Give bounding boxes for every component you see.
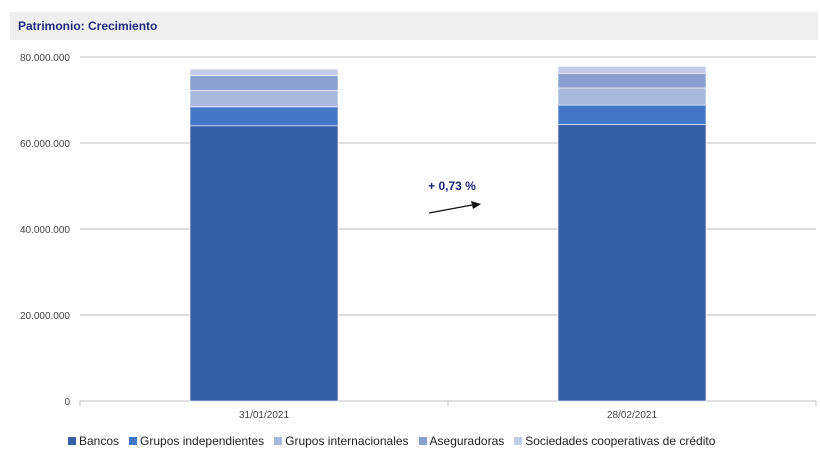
bar-segment-sociedades-cooperativas-de-cr-dito bbox=[189, 68, 339, 76]
legend-swatch bbox=[68, 437, 76, 445]
legend-label: Grupos internacionales bbox=[285, 434, 409, 448]
bar-segment-bancos bbox=[189, 125, 339, 402]
legend-item: Aseguradoras bbox=[418, 434, 505, 448]
bar-segment-aseguradoras bbox=[189, 75, 339, 91]
legend-label: Bancos bbox=[79, 434, 120, 448]
growth-arrow-line bbox=[428, 204, 473, 214]
growth-arrow-head bbox=[471, 201, 481, 209]
chart-legend: Bancos Grupos independientes Grupos intern… bbox=[68, 434, 715, 448]
bar-segment-sociedades-cooperativas-de-cr-dito bbox=[557, 66, 707, 74]
legend-swatch bbox=[418, 437, 427, 445]
bar-segment-grupos-independientes bbox=[189, 106, 339, 127]
x-tick-label: 28/02/2021 bbox=[607, 410, 657, 421]
bar-segment-aseguradoras bbox=[557, 73, 707, 89]
legend-item: Sociedades cooperativas de crédito bbox=[514, 434, 715, 448]
legend-item: Grupos internacionales bbox=[274, 434, 409, 448]
y-tick-label: 40.000.000 bbox=[20, 225, 70, 236]
growth-annotation: + 0,73 % bbox=[428, 179, 476, 193]
chart-title-bar: Patrimonio: Crecimiento bbox=[10, 12, 818, 40]
y-tick-label: 0 bbox=[64, 397, 70, 408]
legend-swatch bbox=[514, 437, 523, 445]
bar-segment-grupos-independientes bbox=[557, 104, 707, 125]
chart-title: Patrimonio: Crecimiento bbox=[18, 19, 158, 33]
legend-label: Aseguradoras bbox=[429, 434, 505, 448]
bar-segment-grupos-internacionales bbox=[189, 90, 339, 108]
legend-label: Grupos independientes bbox=[140, 434, 265, 448]
legend-item: Grupos independientes bbox=[129, 434, 264, 448]
x-tick-label: 31/01/2021 bbox=[239, 410, 289, 421]
legend-swatch bbox=[129, 437, 138, 445]
y-tick-label: 20.000.000 bbox=[20, 311, 70, 322]
stacked-bar-chart: 0 20.000.000 40.000.000 60.000.000 80.000.00… bbox=[20, 53, 817, 421]
bar-segment-bancos bbox=[557, 124, 707, 402]
legend-item: Bancos bbox=[68, 434, 119, 448]
bar-segment-grupos-internacionales bbox=[557, 87, 707, 106]
legend-label: Sociedades cooperativas de crédito bbox=[525, 434, 716, 448]
legend-swatch bbox=[274, 437, 283, 445]
y-tick-label: 60.000.000 bbox=[20, 139, 70, 150]
y-tick-label: 80.000.000 bbox=[20, 53, 70, 64]
